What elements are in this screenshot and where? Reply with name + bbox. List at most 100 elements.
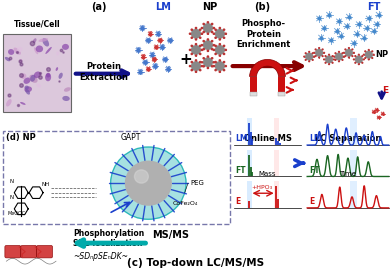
Bar	[350, 181, 357, 208]
Circle shape	[214, 69, 217, 72]
Circle shape	[211, 48, 214, 50]
Circle shape	[363, 58, 365, 60]
Circle shape	[308, 60, 310, 62]
Circle shape	[125, 161, 171, 205]
Text: LM: LM	[236, 134, 249, 143]
Circle shape	[223, 61, 225, 63]
Circle shape	[348, 56, 350, 59]
Circle shape	[351, 55, 354, 57]
Circle shape	[364, 50, 367, 52]
Circle shape	[368, 49, 370, 51]
Circle shape	[328, 54, 330, 56]
Circle shape	[332, 62, 334, 64]
Text: NP: NP	[202, 2, 218, 12]
Circle shape	[218, 27, 221, 29]
Circle shape	[195, 70, 197, 73]
Circle shape	[215, 29, 225, 38]
Text: NP: NP	[376, 50, 388, 59]
Text: CoFe₂O₄: CoFe₂O₄	[172, 201, 198, 206]
Text: +HPO₃: +HPO₃	[252, 185, 273, 190]
Circle shape	[199, 37, 201, 39]
Bar	[274, 181, 279, 208]
Circle shape	[191, 69, 193, 72]
Circle shape	[353, 52, 355, 54]
Circle shape	[199, 61, 201, 63]
Ellipse shape	[24, 86, 29, 89]
Text: LM: LM	[155, 2, 171, 12]
Circle shape	[318, 47, 320, 49]
Circle shape	[201, 61, 203, 64]
Circle shape	[314, 55, 317, 57]
Circle shape	[195, 59, 197, 62]
Circle shape	[335, 53, 343, 60]
Ellipse shape	[64, 87, 71, 92]
Text: Time: Time	[339, 170, 356, 176]
Circle shape	[195, 54, 197, 57]
Circle shape	[305, 52, 307, 54]
Ellipse shape	[34, 47, 38, 54]
Circle shape	[191, 53, 193, 55]
Circle shape	[218, 43, 221, 46]
Circle shape	[344, 48, 347, 50]
Text: (d) NP: (d) NP	[6, 133, 36, 142]
Circle shape	[207, 50, 209, 52]
Circle shape	[202, 65, 205, 67]
Circle shape	[341, 59, 344, 61]
Circle shape	[358, 54, 360, 56]
Circle shape	[195, 27, 197, 29]
Circle shape	[214, 28, 217, 31]
FancyBboxPatch shape	[21, 246, 36, 258]
Circle shape	[214, 37, 217, 39]
FancyBboxPatch shape	[4, 131, 230, 224]
Ellipse shape	[6, 99, 12, 107]
FancyBboxPatch shape	[4, 34, 71, 112]
Circle shape	[211, 65, 214, 67]
Circle shape	[315, 49, 323, 57]
Bar	[247, 118, 252, 145]
Text: LM: LM	[309, 134, 322, 143]
Circle shape	[338, 60, 340, 62]
Ellipse shape	[34, 72, 41, 78]
Circle shape	[202, 23, 205, 25]
Circle shape	[225, 33, 227, 35]
Circle shape	[373, 54, 375, 56]
Circle shape	[318, 56, 320, 59]
Circle shape	[305, 53, 313, 60]
Circle shape	[201, 33, 203, 35]
Bar	[274, 118, 279, 145]
Circle shape	[214, 61, 217, 63]
Text: E: E	[309, 197, 314, 206]
Circle shape	[321, 55, 324, 57]
Text: MeOOC: MeOOC	[7, 211, 25, 215]
Circle shape	[207, 55, 209, 58]
Circle shape	[203, 40, 213, 50]
Text: Protein
Extraction: Protein Extraction	[79, 62, 128, 82]
Circle shape	[308, 51, 310, 53]
Circle shape	[343, 52, 345, 54]
Text: +: +	[180, 52, 192, 67]
Circle shape	[314, 48, 317, 50]
Circle shape	[218, 54, 221, 57]
Circle shape	[211, 31, 214, 33]
Text: NH: NH	[41, 182, 49, 187]
Ellipse shape	[8, 49, 14, 55]
Ellipse shape	[36, 46, 43, 52]
Circle shape	[212, 27, 215, 29]
Ellipse shape	[19, 59, 22, 63]
Text: (c) Top-down LC/MS/MS: (c) Top-down LC/MS/MS	[127, 258, 265, 268]
Circle shape	[313, 52, 315, 54]
Circle shape	[343, 56, 345, 58]
Circle shape	[354, 55, 356, 57]
Bar	[247, 181, 252, 208]
Circle shape	[201, 44, 203, 46]
Circle shape	[212, 65, 215, 67]
Circle shape	[218, 59, 221, 62]
Circle shape	[333, 56, 335, 58]
Ellipse shape	[25, 89, 30, 95]
Circle shape	[218, 38, 221, 41]
Text: N: N	[9, 179, 13, 184]
Circle shape	[111, 147, 186, 219]
Ellipse shape	[24, 86, 32, 92]
Text: FT: FT	[309, 166, 320, 175]
Circle shape	[215, 61, 225, 71]
